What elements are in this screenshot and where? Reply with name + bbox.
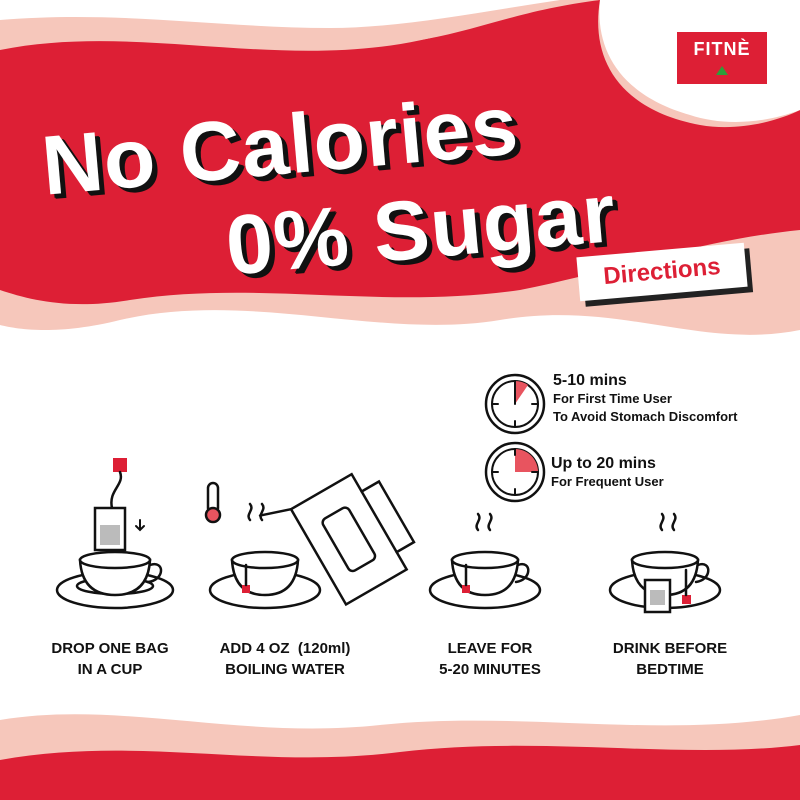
brand-logo: FITNÈ: [677, 32, 767, 84]
timer-1-title: 5-10 mins: [553, 372, 627, 389]
timer-2-text: Up to 20 mins For Frequent User: [551, 455, 664, 491]
timer-1-line-2: To Avoid Stomach Discomfort: [553, 409, 738, 424]
step-1-line-1: DROP ONE BAG: [51, 640, 169, 657]
step-4-label: DRINK BEFORE BEDTIME: [585, 638, 755, 680]
step-4-line-2: BEDTIME: [636, 661, 704, 678]
timer-icon: [484, 373, 546, 435]
logo-text: FITNÈ: [693, 39, 751, 59]
logo-leaf-icon: [716, 66, 728, 75]
step-1-label: DROP ONE BAG IN A CUP: [25, 638, 195, 680]
timer-2-line-1: For Frequent User: [551, 474, 664, 489]
timer-1-line-1: For First Time User: [553, 391, 672, 406]
step-3-label: LEAVE FOR 5-20 MINUTES: [405, 638, 575, 680]
step-2-label: ADD 4 OZ (120ml) BOILING WATER: [200, 638, 370, 680]
tea-cup-icon: [608, 512, 722, 614]
timer-2-title: Up to 20 mins: [551, 455, 656, 472]
step-2-line-2: BOILING WATER: [225, 661, 345, 678]
step-3-line-1: LEAVE FOR: [447, 640, 533, 657]
step-3-line-2: 5-20 MINUTES: [439, 661, 541, 678]
step-1-line-2: IN A CUP: [77, 661, 143, 678]
step-2-line-1: ADD 4 OZ (120ml): [219, 640, 351, 657]
step-4-line-1: DRINK BEFORE: [612, 640, 728, 657]
steeping-cup-icon: [428, 512, 542, 610]
kettle-pour-icon: [204, 472, 416, 610]
timer-1-text: 5-10 mins For First Time User To Avoid S…: [553, 372, 737, 426]
teabag-drop-icon: [55, 458, 175, 610]
timer-icon: [484, 441, 546, 503]
